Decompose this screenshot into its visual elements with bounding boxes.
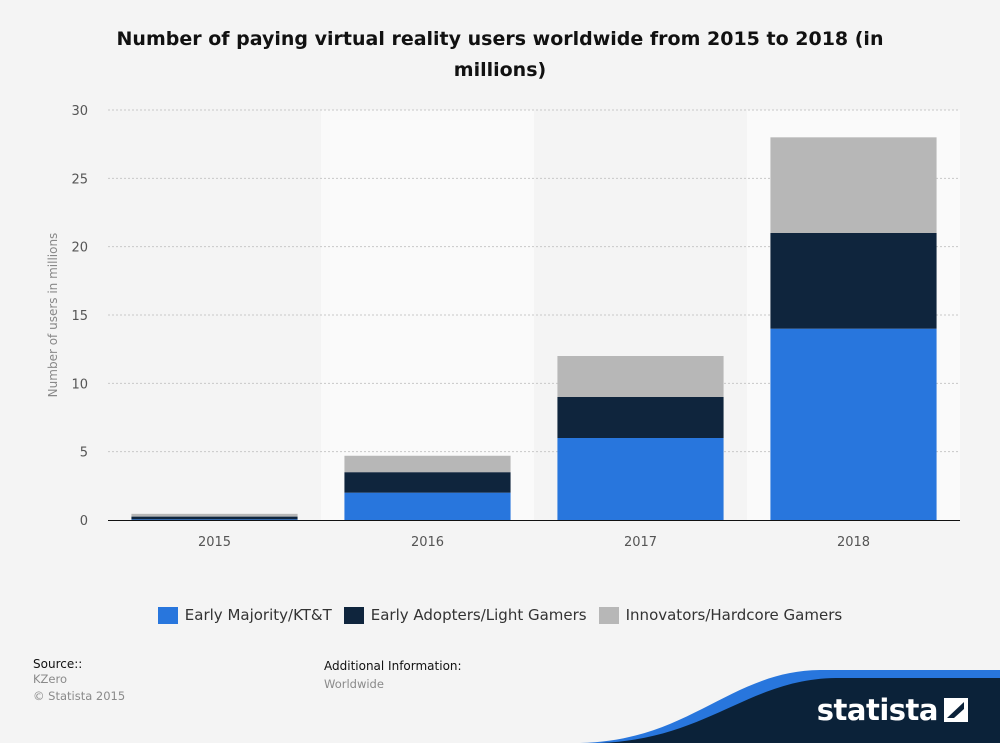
- legend-item[interactable]: Early Adopters/Light Gamers: [343, 606, 587, 624]
- additional-info-label: Additional Information:: [324, 659, 462, 673]
- x-tick-label: 2015: [198, 535, 231, 550]
- bar-segment[interactable]: [131, 513, 298, 517]
- source-line-1: KZero: [33, 672, 68, 686]
- bars: [131, 137, 937, 520]
- chart-title: Number of paying virtual reality users w…: [116, 28, 884, 81]
- legend-swatch: [157, 606, 178, 624]
- y-tick-label: 30: [71, 104, 88, 119]
- y-tick-label: 25: [71, 172, 88, 187]
- x-tick-label: 2017: [624, 535, 657, 550]
- bar-segment[interactable]: [770, 137, 937, 233]
- y-tick-label: 20: [71, 241, 88, 256]
- legend-label: Early Majority/KT&T: [184, 606, 332, 624]
- bar-segment[interactable]: [344, 455, 511, 473]
- y-tick-labels: 0 5 10 15 20 25 30: [71, 104, 88, 529]
- brand-wave: [580, 670, 1000, 743]
- y-tick-label: 15: [71, 309, 88, 324]
- bar-segment[interactable]: [131, 519, 298, 520]
- bar-segment[interactable]: [344, 492, 511, 520]
- bar-segment[interactable]: [770, 328, 937, 520]
- source-line-2: © Statista 2015: [33, 689, 126, 703]
- legend-swatch: [343, 606, 364, 624]
- bar-segment[interactable]: [770, 233, 937, 329]
- y-tick-label: 0: [80, 514, 88, 529]
- bar-segment[interactable]: [131, 516, 298, 520]
- bar-segment[interactable]: [557, 438, 724, 520]
- statista-footer-logo[interactable]: statista: [580, 633, 1000, 743]
- source-label: Source::: [33, 657, 83, 671]
- bar-segment[interactable]: [344, 472, 511, 493]
- legend-item[interactable]: Innovators/Hardcore Gamers: [598, 606, 843, 624]
- x-tick-label: 2016: [411, 535, 444, 550]
- legend-item[interactable]: Early Majority/KT&T: [157, 606, 332, 624]
- bar-segment[interactable]: [557, 356, 724, 397]
- chart-svg: 0 5 10 15 20 25 30 2015 2016 2017 2018 Number of …: [46, 104, 960, 550]
- y-tick-label: 10: [71, 377, 88, 392]
- additional-info-block: Additional Information: Worldwide: [324, 659, 462, 693]
- bar-segment[interactable]: [557, 397, 724, 438]
- source-block: Source:: KZero © Statista 2015: [33, 657, 125, 705]
- x-tick-labels: 2015 2016 2017 2018: [198, 535, 870, 550]
- legend: Early Majority/KT&T Early Adopters/Light …: [0, 606, 1000, 624]
- statista-logo-icon: [944, 698, 968, 722]
- legend-swatch: [598, 606, 619, 624]
- statista-logo-text: statista: [816, 693, 939, 727]
- additional-info-value: Worldwide: [324, 677, 384, 691]
- y-axis-label: Number of users in millions: [46, 233, 60, 398]
- legend-label: Innovators/Hardcore Gamers: [625, 606, 843, 624]
- x-tick-label: 2018: [837, 535, 870, 550]
- y-tick-label: 5: [80, 446, 88, 461]
- legend-label: Early Adopters/Light Gamers: [370, 606, 587, 624]
